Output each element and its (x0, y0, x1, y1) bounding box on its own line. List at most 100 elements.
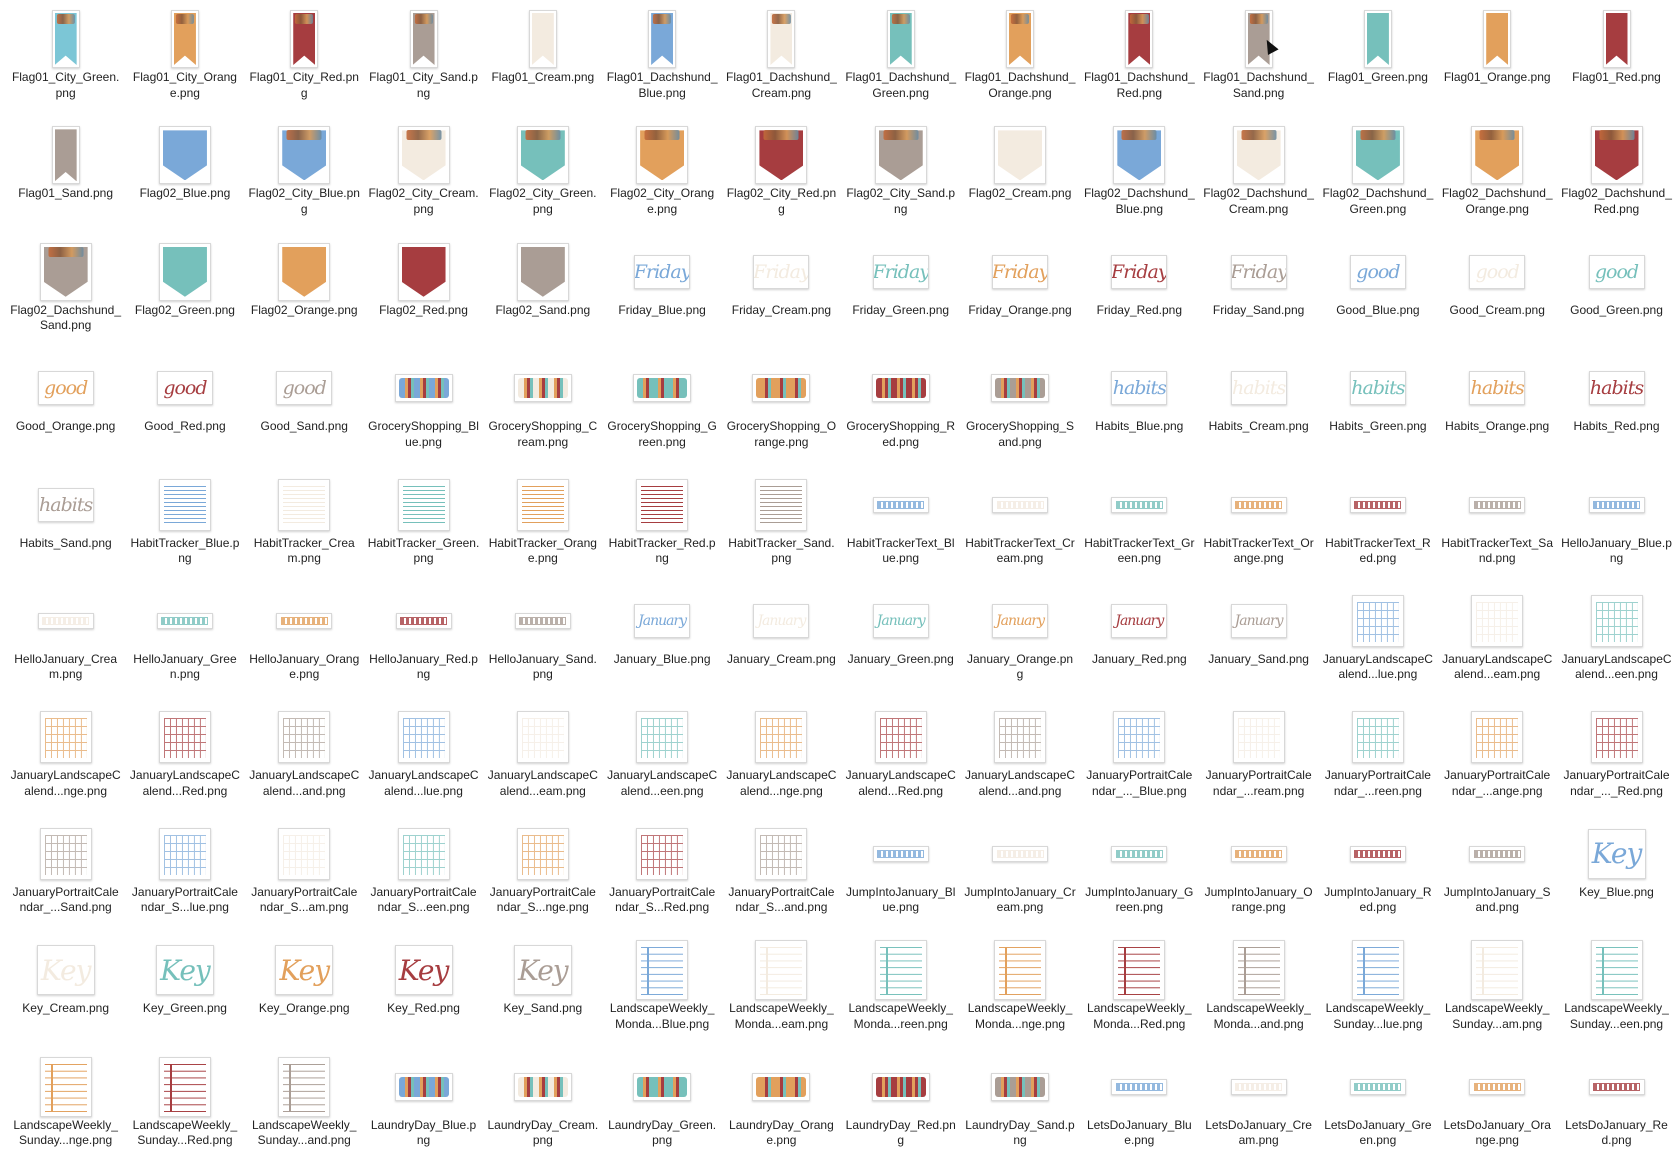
file-thumbnail[interactable]: habits (1318, 353, 1437, 423)
file-thumbnail[interactable] (1557, 1052, 1676, 1122)
file-name-label[interactable]: LaundryDay_Orange.png (729, 1117, 834, 1148)
file-thumbnail[interactable]: habits (6, 470, 125, 540)
file-thumbnail[interactable] (483, 1052, 602, 1122)
file-name-label[interactable]: JanuaryPortraitCalendar_..._Blue.png (1086, 768, 1193, 798)
file-thumbnail[interactable]: Key (125, 935, 244, 1005)
file-item[interactable]: LandscapeWeekly_Sunday...Red.png (125, 1052, 244, 1168)
file-item[interactable]: HabitTrackerText_Green.png (1080, 470, 1199, 586)
file-name-label[interactable]: Flag02_Blue.png (139, 186, 231, 201)
file-thumbnail[interactable] (1438, 1052, 1557, 1122)
file-thumbnail[interactable] (1557, 470, 1676, 540)
file-thumbnail[interactable] (483, 120, 602, 190)
file-name-label[interactable]: JanuaryPortraitCalendar_S...and.png (728, 884, 835, 915)
file-thumbnail[interactable] (1318, 470, 1437, 540)
file-item[interactable]: Friday Friday_Orange.png (960, 237, 1079, 353)
file-name-label[interactable]: Flag01_Orange.png (1443, 70, 1551, 84)
file-thumbnail[interactable] (960, 120, 1079, 190)
file-thumbnail[interactable] (125, 819, 244, 889)
file-item[interactable]: good Good_Cream.png (1438, 237, 1557, 353)
file-thumbnail[interactable] (364, 4, 483, 74)
file-name-label[interactable]: January_Orange.png (966, 651, 1074, 682)
file-item[interactable]: HabitTrackerText_Orange.png (1199, 470, 1318, 586)
file-item[interactable]: Flag02_City_Blue.png (245, 120, 364, 236)
file-thumbnail[interactable] (1438, 702, 1557, 772)
file-thumbnail[interactable]: habits (1557, 353, 1676, 423)
file-name-label[interactable]: LandscapeWeekly_Sunday...and.png (251, 1117, 357, 1148)
file-item[interactable]: Flag02_City_Green.png (483, 120, 602, 236)
file-name-label[interactable]: LaundryDay_Red.png (845, 1117, 956, 1148)
file-thumbnail[interactable]: habits (1199, 353, 1318, 423)
file-name-label[interactable]: January_Sand.png (1208, 651, 1309, 666)
file-item[interactable]: January January_Sand.png (1199, 586, 1318, 702)
file-thumbnail[interactable]: Key (1557, 819, 1676, 889)
file-name-label[interactable]: Flag01_Dachshund_Green.png (845, 70, 957, 100)
file-item[interactable]: good Good_Sand.png (245, 353, 364, 469)
file-item[interactable]: LandscapeWeekly_Sunday...nge.png (6, 1052, 125, 1168)
file-name-label[interactable]: HabitTrackerText_Orange.png (1203, 535, 1314, 566)
file-thumbnail[interactable] (125, 470, 244, 540)
file-thumbnail[interactable] (1557, 702, 1676, 772)
file-thumbnail[interactable] (722, 702, 841, 772)
file-item[interactable]: HabitTracker_Red.png (602, 470, 721, 586)
file-item[interactable]: JanuaryPortraitCalendar_S...and.png (722, 819, 841, 935)
file-name-label[interactable]: HelloJanuary_Blue.png (1561, 535, 1672, 566)
file-item[interactable]: JumpIntoJanuary_Blue.png (841, 819, 960, 935)
file-name-label[interactable]: HelloJanuary_Orange.png (249, 651, 360, 682)
file-thumbnail[interactable]: habits (1080, 353, 1199, 423)
file-thumbnail[interactable] (722, 1052, 841, 1122)
file-thumbnail[interactable] (125, 1052, 244, 1122)
file-name-label[interactable]: Flag01_City_Sand.png (369, 70, 478, 100)
file-name-label[interactable]: HelloJanuary_Sand.png (488, 651, 597, 682)
file-item[interactable]: HabitTracker_Green.png (364, 470, 483, 586)
file-item[interactable]: Flag02_City_Orange.png (602, 120, 721, 236)
file-item[interactable]: JanuaryPortraitCalendar_..._Red.png (1557, 702, 1676, 818)
file-item[interactable]: LaundryDay_Cream.png (483, 1052, 602, 1168)
file-name-label[interactable]: January_Green.png (847, 651, 954, 666)
file-name-label[interactable]: Flag02_Orange.png (250, 302, 358, 317)
file-name-label[interactable]: Key_Green.png (142, 1001, 227, 1016)
file-name-label[interactable]: LandscapeWeekly_Sunday...Red.png (132, 1117, 238, 1148)
file-name-label[interactable]: GroceryShopping_Sand.png (965, 419, 1075, 449)
file-name-label[interactable]: Flag02_Dachshund_Blue.png (1083, 186, 1195, 216)
file-name-label[interactable]: Good_Orange.png (15, 419, 116, 434)
file-item[interactable]: Flag01_Dachshund_Orange.png (960, 4, 1079, 120)
file-thumbnail[interactable] (841, 470, 960, 540)
file-thumbnail[interactable]: good (245, 353, 364, 423)
file-thumbnail[interactable] (483, 353, 602, 423)
file-item[interactable]: HabitTracker_Blue.png (125, 470, 244, 586)
file-thumbnail[interactable]: good (1318, 237, 1437, 307)
file-name-label[interactable]: HelloJanuary_Cream.png (14, 651, 117, 682)
file-item[interactable]: Flag02_Dachshund_Sand.png (6, 237, 125, 353)
file-thumbnail[interactable] (6, 237, 125, 307)
file-item[interactable]: JumpIntoJanuary_Green.png (1080, 819, 1199, 935)
file-thumbnail[interactable] (1080, 120, 1199, 190)
file-item[interactable]: HelloJanuary_Green.png (125, 586, 244, 702)
file-thumbnail[interactable] (483, 819, 602, 889)
file-thumbnail[interactable] (125, 702, 244, 772)
file-item[interactable]: habits Habits_Red.png (1557, 353, 1676, 469)
file-item[interactable]: habits Habits_Cream.png (1199, 353, 1318, 469)
file-item[interactable]: Key Key_Sand.png (483, 935, 602, 1051)
file-name-label[interactable]: LandscapeWeekly_Monda...eam.png (729, 1001, 834, 1031)
file-name-label[interactable]: JanuaryPortraitCalendar_S...een.png (370, 884, 477, 915)
file-thumbnail[interactable] (1199, 4, 1318, 74)
file-name-label[interactable]: LandscapeWeekly_Monda...Red.png (1087, 1001, 1192, 1031)
file-thumbnail[interactable] (1199, 120, 1318, 190)
file-item[interactable]: JumpIntoJanuary_Cream.png (960, 819, 1079, 935)
file-name-label[interactable]: LandscapeWeekly_Monda...reen.png (848, 1001, 953, 1031)
file-thumbnail[interactable] (1199, 702, 1318, 772)
file-thumbnail[interactable] (1199, 470, 1318, 540)
file-name-label[interactable]: Flag01_Red.png (1572, 70, 1661, 84)
file-name-label[interactable]: Flag02_Sand.png (495, 302, 591, 317)
file-item[interactable]: GroceryShopping_Red.png (841, 353, 960, 469)
file-item[interactable]: JanuaryPortraitCalendar_S...Red.png (602, 819, 721, 935)
file-thumbnail[interactable]: January (1080, 586, 1199, 656)
file-thumbnail[interactable]: good (1557, 237, 1676, 307)
file-name-label[interactable]: Friday_Blue.png (618, 302, 706, 317)
file-item[interactable]: Key Key_Red.png (364, 935, 483, 1051)
file-item[interactable]: January January_Blue.png (602, 586, 721, 702)
file-item[interactable]: habits Habits_Sand.png (6, 470, 125, 586)
file-name-label[interactable]: Flag02_Dachshund_Orange.png (1441, 186, 1553, 216)
file-item[interactable]: Flag01_City_Red.png (245, 4, 364, 120)
file-thumbnail[interactable] (6, 1052, 125, 1122)
